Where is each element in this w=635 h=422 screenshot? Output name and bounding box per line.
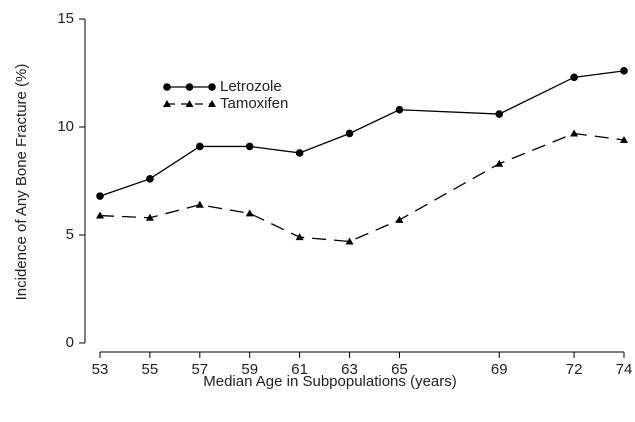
- data-point: [345, 129, 354, 138]
- x-tick-label: 63: [341, 361, 358, 378]
- data-point: [295, 149, 304, 157]
- legend-label: Letrozole: [220, 78, 282, 95]
- x-tick-label: 65: [391, 361, 408, 378]
- data-point: [145, 213, 154, 221]
- legend-marker: [208, 83, 216, 91]
- legend-marker: [185, 83, 194, 91]
- x-tick-label: 53: [92, 361, 109, 378]
- legend-marker: [163, 83, 171, 91]
- data-point: [620, 67, 628, 75]
- data-point: [620, 135, 628, 143]
- data-point: [570, 129, 579, 137]
- legend-label: Tamoxifen: [220, 95, 288, 112]
- y-tick-label: 10: [57, 118, 74, 135]
- data-point: [495, 159, 504, 167]
- data-point: [570, 73, 578, 82]
- data-point: [245, 209, 254, 217]
- data-point: [96, 211, 104, 219]
- data-point: [196, 142, 204, 151]
- legend-marker: [185, 100, 194, 107]
- legend-marker: [208, 100, 216, 107]
- y-axis-label: Incidence of Any Bone Fracture (%): [13, 64, 30, 301]
- data-point: [245, 142, 254, 151]
- x-tick-label: 59: [241, 361, 258, 378]
- data-point: [96, 192, 104, 200]
- x-axis-label: Median Age in Subpopulations (years): [203, 373, 457, 390]
- y-tick-label: 0: [66, 334, 74, 351]
- y-tick-label: 5: [66, 226, 74, 243]
- x-tick-label: 74: [616, 361, 633, 378]
- x-tick-label: 72: [566, 361, 583, 378]
- y-tick-label: 15: [57, 10, 74, 27]
- data-point: [395, 215, 404, 223]
- data-point: [195, 200, 204, 208]
- x-tick-label: 57: [191, 361, 208, 378]
- series-line: [99, 132, 625, 243]
- data-point: [295, 233, 304, 241]
- x-tick-label: 69: [491, 361, 508, 378]
- x-tick-label: 55: [142, 361, 159, 378]
- data-point: [345, 237, 354, 245]
- data-point: [395, 105, 404, 114]
- data-point: [495, 110, 504, 118]
- x-tick-label: 61: [291, 361, 308, 378]
- legend-marker: [163, 100, 171, 107]
- series-line: [99, 70, 625, 197]
- data-point: [146, 175, 154, 183]
